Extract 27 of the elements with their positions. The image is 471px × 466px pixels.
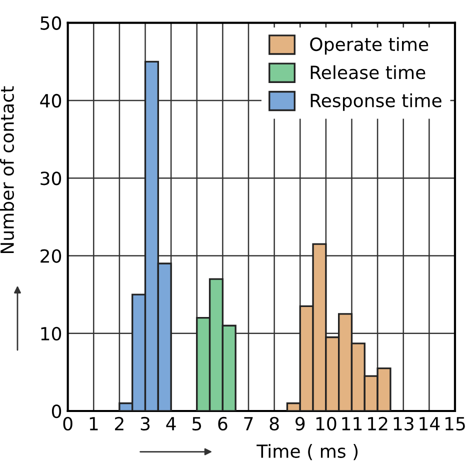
x-tick-label: 0 (63, 416, 72, 431)
x-tick-label: 6 (218, 416, 228, 431)
x-tick-label: 8 (270, 416, 279, 431)
y-tick-label: 10 (41, 326, 62, 340)
x-tick-label: 4 (166, 417, 176, 430)
y-axis-title: Number of contact (0, 86, 14, 254)
legend-label: Operate time (310, 37, 428, 55)
x-tick-label: 1 (90, 417, 98, 430)
x-tick-label: 2 (115, 416, 124, 430)
y-tick-label: 0 (52, 404, 62, 418)
legend-label: Release time (310, 65, 426, 80)
x-tick-label: 7 (244, 417, 253, 430)
x-tick-label: 10 (316, 416, 336, 431)
x-axis-title: Time ( ms ) (256, 444, 358, 460)
x-tick-label: 11 (342, 417, 362, 430)
y-tick-label: 40 (40, 94, 62, 108)
x-tick-label: 9 (296, 416, 305, 431)
x-tick-label: 3 (140, 416, 150, 431)
y-tick-label: 30 (40, 172, 62, 186)
y-tick-label: 50 (40, 16, 62, 30)
x-tick-label: 15 (445, 417, 465, 431)
legend-label: Response time (310, 93, 442, 111)
x-tick-label: 14 (420, 417, 440, 430)
x-tick-label: 5 (192, 417, 202, 431)
x-tick-label: 13 (394, 416, 414, 431)
y-tick-label: 20 (40, 249, 62, 263)
x-tick-label: 12 (368, 416, 388, 430)
